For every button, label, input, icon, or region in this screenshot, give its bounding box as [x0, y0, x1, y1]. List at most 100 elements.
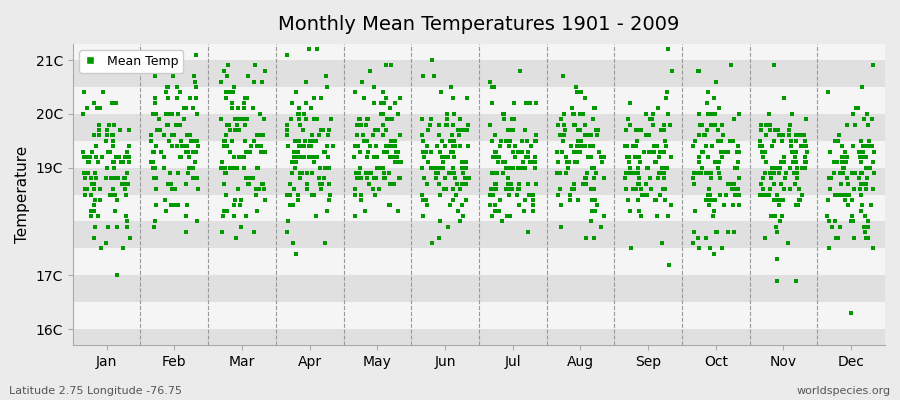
Point	[162, 138, 176, 144]
Point	[227, 154, 241, 160]
Point	[299, 116, 313, 122]
Point	[765, 164, 779, 171]
Point	[228, 127, 242, 133]
Point	[224, 138, 238, 144]
Point	[578, 175, 592, 182]
Point	[778, 154, 792, 160]
Point	[700, 127, 715, 133]
Point	[755, 175, 770, 182]
Point	[243, 148, 257, 155]
Point	[152, 127, 166, 133]
Point	[119, 191, 133, 198]
Point	[572, 127, 587, 133]
Point	[160, 84, 175, 90]
Point	[553, 170, 567, 176]
Point	[768, 127, 782, 133]
Point	[649, 143, 663, 149]
Point	[388, 154, 402, 160]
Point	[770, 164, 784, 171]
Point	[511, 164, 526, 171]
Point	[455, 127, 470, 133]
Point	[350, 175, 365, 182]
Point	[793, 197, 807, 203]
Point	[384, 138, 399, 144]
Point	[702, 202, 716, 208]
Point	[377, 175, 392, 182]
Point	[502, 164, 517, 171]
Point	[824, 175, 839, 182]
Point	[170, 94, 184, 101]
Point	[638, 111, 652, 117]
Point	[523, 159, 537, 166]
Point	[173, 52, 187, 58]
Point	[562, 159, 576, 166]
Point	[355, 197, 369, 203]
Point	[585, 164, 599, 171]
Point	[839, 159, 853, 166]
Point	[660, 164, 674, 171]
Point	[292, 105, 306, 112]
Point	[158, 111, 173, 117]
Point	[291, 154, 305, 160]
Point	[92, 122, 106, 128]
Point	[704, 111, 718, 117]
Point	[579, 181, 593, 187]
Point	[225, 164, 239, 171]
Point	[173, 154, 187, 160]
Point	[92, 132, 106, 138]
Point	[191, 143, 205, 149]
Point	[764, 213, 778, 219]
Point	[287, 164, 302, 171]
Point	[239, 94, 254, 101]
Point	[573, 143, 588, 149]
Point	[214, 164, 229, 171]
Point	[557, 122, 572, 128]
Point	[822, 175, 836, 182]
Point	[295, 143, 310, 149]
Point	[294, 154, 309, 160]
Point	[854, 170, 868, 176]
Point	[594, 154, 608, 160]
Point	[861, 143, 876, 149]
Point	[586, 143, 600, 149]
Point	[352, 170, 366, 176]
Point	[453, 218, 467, 225]
Point	[798, 138, 813, 144]
Point	[416, 138, 430, 144]
Point	[102, 148, 116, 155]
Text: Latitude 2.75 Longitude -76.75: Latitude 2.75 Longitude -76.75	[9, 386, 182, 396]
Point	[507, 127, 521, 133]
Point	[657, 122, 671, 128]
Point	[255, 78, 269, 85]
Point	[321, 132, 336, 138]
Point	[179, 202, 194, 208]
Point	[714, 138, 728, 144]
Point	[306, 154, 320, 160]
Point	[431, 181, 446, 187]
Point	[834, 159, 849, 166]
Point	[393, 175, 408, 182]
Point	[656, 170, 670, 176]
Point	[783, 186, 797, 192]
Point	[866, 62, 880, 69]
Point	[832, 170, 847, 176]
Point	[500, 213, 514, 219]
Point	[94, 245, 109, 252]
Point	[772, 202, 787, 208]
Point	[102, 122, 116, 128]
Point	[419, 181, 434, 187]
Point	[233, 197, 248, 203]
Point	[506, 148, 520, 155]
Point	[499, 164, 513, 171]
Point	[526, 191, 540, 198]
Point	[76, 154, 91, 160]
Point	[439, 122, 454, 128]
Point	[235, 116, 249, 122]
Point	[482, 191, 497, 198]
Point	[161, 111, 176, 117]
Point	[238, 175, 253, 182]
Point	[853, 208, 868, 214]
Point	[164, 202, 178, 208]
Point	[755, 143, 770, 149]
Point	[220, 208, 234, 214]
